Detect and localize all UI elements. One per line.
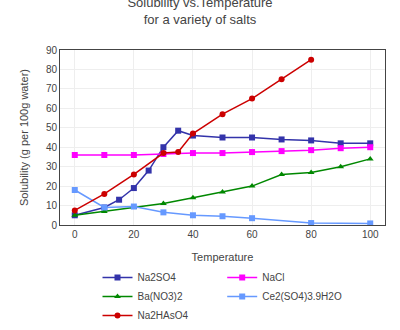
svg-text:Solubility (g per 100g water): Solubility (g per 100g water): [18, 69, 30, 206]
svg-text:Na2HAsO4: Na2HAsO4: [138, 310, 189, 321]
svg-text:40: 40: [187, 229, 199, 240]
svg-text:60: 60: [246, 229, 258, 240]
svg-text:40: 40: [46, 142, 58, 153]
svg-text:90: 90: [46, 45, 58, 56]
svg-text:0: 0: [72, 229, 78, 240]
svg-text:Ba(NO3)2: Ba(NO3)2: [138, 291, 183, 302]
svg-text:100: 100: [362, 229, 379, 240]
svg-text:80: 80: [46, 64, 58, 75]
svg-text:NaCl: NaCl: [262, 272, 284, 283]
svg-text:10: 10: [46, 200, 58, 211]
svg-text:50: 50: [46, 122, 58, 133]
svg-text:Solubility vs.Temperaturefor a: Solubility vs.Temperaturefor a variety o…: [127, 0, 272, 26]
svg-text:30: 30: [46, 161, 58, 172]
svg-text:70: 70: [46, 83, 58, 94]
svg-text:Temperature: Temperature: [192, 251, 254, 263]
svg-text:20: 20: [46, 181, 58, 192]
svg-text:Na2SO4: Na2SO4: [138, 272, 177, 283]
svg-text:0: 0: [51, 220, 57, 231]
svg-text:80: 80: [306, 229, 318, 240]
svg-text:60: 60: [46, 103, 58, 114]
svg-text:Ce2(SO4)3.9H2O: Ce2(SO4)3.9H2O: [262, 291, 342, 302]
svg-text:20: 20: [128, 229, 140, 240]
